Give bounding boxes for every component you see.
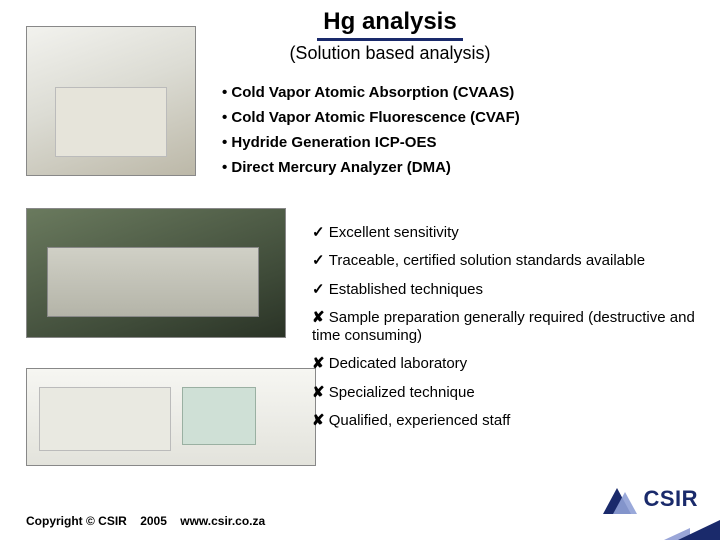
title-block: Hg analysis (Solution based analysis) xyxy=(180,0,600,64)
footer-url: www.csir.co.za xyxy=(180,514,265,528)
page-title: Hg analysis xyxy=(317,8,462,41)
pro-item: Traceable, certified solution standards … xyxy=(312,252,696,270)
method-item: Direct Mercury Analyzer (DMA) xyxy=(222,159,520,176)
csir-logo: CSIR xyxy=(603,484,698,514)
con-item: Sample preparation generally required (d… xyxy=(312,309,696,346)
instrument-photo-2 xyxy=(26,208,286,338)
corner-accent-dark xyxy=(678,520,720,540)
methods-list: Cold Vapor Atomic Absorption (CVAAS) Col… xyxy=(222,76,520,184)
pro-item: Excellent sensitivity xyxy=(312,224,696,242)
con-item: Specialized technique xyxy=(312,384,696,402)
logo-text: CSIR xyxy=(643,486,698,512)
page-subtitle: (Solution based analysis) xyxy=(180,43,600,64)
pros-cons-block: Excellent sensitivity Traceable, certifi… xyxy=(312,216,696,440)
con-item: Qualified, experienced staff xyxy=(312,412,696,430)
instrument-photo-1 xyxy=(26,26,196,176)
pro-item: Established techniques xyxy=(312,281,696,299)
instrument-photo-3 xyxy=(26,368,316,466)
method-item: Cold Vapor Atomic Fluorescence (CVAF) xyxy=(222,109,520,126)
method-item: Cold Vapor Atomic Absorption (CVAAS) xyxy=(222,84,520,101)
footer: Copyright © CSIR 2005 www.csir.co.za xyxy=(26,514,265,528)
copyright-text: Copyright © CSIR xyxy=(26,514,127,528)
logo-icon xyxy=(603,484,637,514)
con-item: Dedicated laboratory xyxy=(312,355,696,373)
footer-year: 2005 xyxy=(140,514,167,528)
method-item: Hydride Generation ICP-OES xyxy=(222,134,520,151)
